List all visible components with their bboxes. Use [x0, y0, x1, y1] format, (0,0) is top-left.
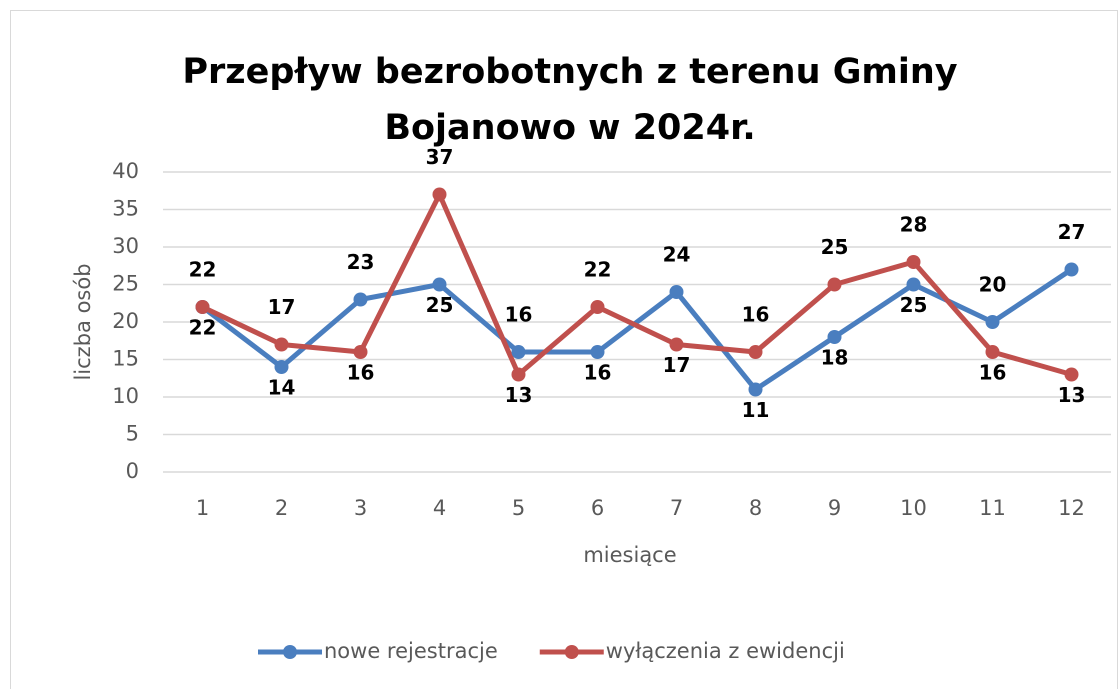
data-point — [906, 255, 921, 269]
chart-title: Przepływ bezrobotnych z terenu Gminy Boj… — [182, 52, 958, 148]
data-point — [748, 345, 763, 359]
data-point — [274, 337, 289, 352]
y-tick-label: 30 — [112, 234, 139, 258]
x-tick-label: 3 — [354, 496, 367, 520]
legend-label: nowe rejestracje — [324, 639, 498, 663]
chart-frame — [10, 10, 1118, 689]
data-label: 25 — [426, 293, 454, 317]
data-label: 25 — [821, 235, 849, 259]
data-label: 17 — [663, 353, 691, 377]
y-tick-label: 10 — [112, 384, 139, 408]
data-point — [195, 300, 210, 314]
data-label: 27 — [1058, 220, 1086, 244]
data-point — [985, 345, 1000, 359]
y-tick-label: 15 — [112, 347, 139, 371]
x-tick-label: 7 — [670, 496, 683, 520]
x-tick-label: 2 — [275, 496, 288, 520]
data-point — [985, 315, 1000, 329]
legend-marker — [564, 645, 579, 659]
data-label: 25 — [900, 293, 928, 317]
y-tick-label: 5 — [126, 422, 139, 446]
data-label: 22 — [189, 258, 217, 282]
x-tick-label: 11 — [979, 496, 1006, 520]
data-point — [274, 360, 289, 374]
x-axis-label: miesiące — [583, 543, 676, 567]
data-label: 16 — [505, 303, 533, 327]
data-label: 16 — [584, 361, 612, 385]
data-point — [1064, 262, 1079, 277]
y-tick-label: 35 — [112, 197, 139, 221]
x-tick-label: 6 — [591, 496, 604, 520]
data-label: 13 — [1058, 383, 1086, 407]
x-tick-label: 5 — [512, 496, 525, 520]
x-tick-label: 9 — [828, 496, 841, 520]
data-label: 23 — [347, 250, 375, 274]
data-label: 20 — [979, 273, 1007, 297]
data-point — [590, 300, 605, 314]
data-point — [432, 187, 447, 202]
data-point — [906, 277, 921, 292]
data-point — [669, 285, 684, 299]
data-label: 28 — [900, 213, 928, 237]
data-point — [590, 345, 605, 359]
x-tick-label: 1 — [196, 496, 209, 520]
data-label: 16 — [979, 361, 1007, 385]
data-label: 24 — [663, 243, 691, 267]
y-axis-label: liczba osób — [71, 263, 95, 380]
data-label: 16 — [347, 361, 375, 385]
data-point — [827, 277, 842, 292]
data-point — [432, 277, 447, 292]
data-point — [748, 382, 763, 397]
data-label: 13 — [505, 383, 533, 407]
data-label: 22 — [584, 258, 612, 282]
data-label: 18 — [821, 346, 849, 370]
series-line — [200, 267, 1073, 392]
data-point — [669, 337, 684, 352]
legend-marker — [283, 645, 297, 659]
data-label: 11 — [742, 398, 770, 422]
data-label: 16 — [742, 303, 770, 327]
series-line — [201, 192, 1073, 377]
data-label: 17 — [268, 295, 296, 319]
y-tick-label: 25 — [112, 272, 139, 296]
y-tick-label: 20 — [112, 309, 139, 333]
x-tick-label: 10 — [900, 496, 927, 520]
data-point — [511, 367, 526, 382]
y-tick-label: 0 — [126, 459, 139, 483]
data-point — [827, 330, 842, 344]
y-tick-label: 40 — [112, 159, 139, 183]
x-tick-label: 12 — [1058, 496, 1085, 520]
data-label: 14 — [268, 376, 296, 400]
data-point — [353, 345, 368, 359]
data-label: 37 — [426, 145, 454, 169]
x-tick-label: 8 — [749, 496, 762, 520]
data-point — [511, 345, 526, 359]
data-point — [1064, 367, 1079, 382]
data-point — [353, 292, 368, 307]
legend-label: wyłączenia z ewidencji — [606, 639, 845, 663]
data-label: 22 — [189, 316, 217, 340]
x-tick-label: 4 — [433, 496, 446, 520]
